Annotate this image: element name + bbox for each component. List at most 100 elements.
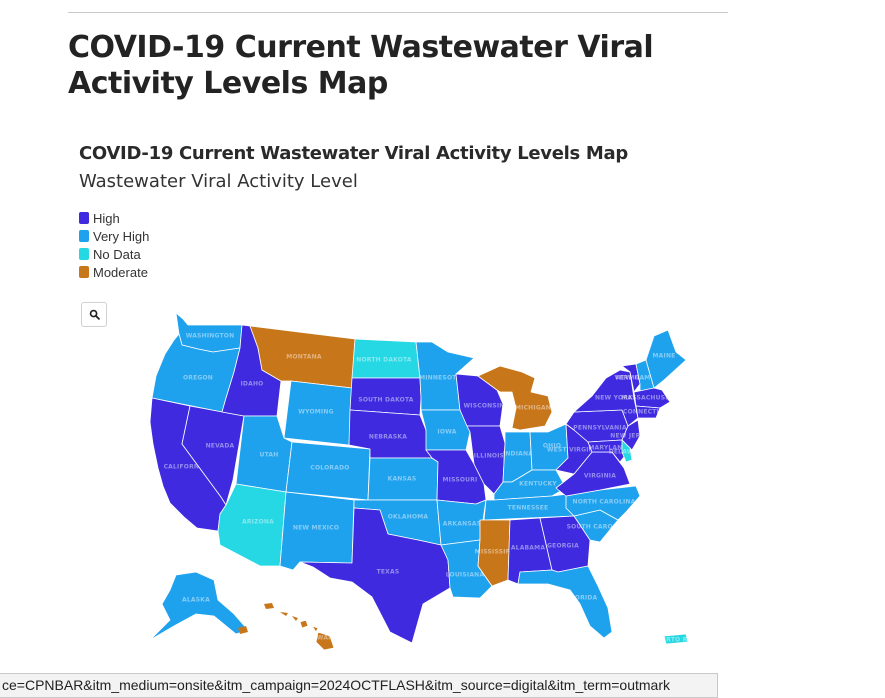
page-title: COVID-19 Current Wastewater Viral Activi…	[68, 30, 654, 101]
state-shape[interactable]	[573, 369, 639, 427]
state-label: MISSISSIPPI	[475, 549, 518, 556]
legend-swatch-moderate	[79, 266, 89, 278]
state-hawaii[interactable]: HAWAII	[238, 603, 335, 651]
state-shape[interactable]	[477, 365, 553, 431]
state-label: WYOMING	[298, 409, 333, 416]
legend-label: Moderate	[93, 264, 148, 280]
state-label: NEW MEXICO	[293, 525, 339, 532]
state-texas[interactable]: TEXAS	[299, 507, 451, 644]
state-label: VIRGINIA	[584, 473, 616, 480]
state-label: ALABAMA	[511, 545, 545, 552]
state-alaska[interactable]: ALASKA	[149, 571, 249, 641]
legend-item-moderate[interactable]: Moderate	[79, 263, 149, 281]
state-label: CALIFORNIA	[164, 464, 207, 471]
state-label: NEW YORK	[595, 395, 633, 402]
legend-item-no-data[interactable]: No Data	[79, 245, 149, 263]
legend-item-high[interactable]: High	[79, 209, 149, 227]
state-michigan[interactable]: MICHIGAN	[477, 365, 553, 431]
state-shape[interactable]	[635, 405, 661, 419]
state-north-carolina[interactable]: NORTH CAROLINA	[565, 485, 641, 521]
state-shape[interactable]	[238, 626, 248, 634]
state-new-york[interactable]: NEW YORK	[573, 369, 639, 427]
state-vermont[interactable]: VERMONT	[615, 363, 651, 393]
state-wyoming[interactable]: WYOMING	[283, 380, 353, 446]
state-label: ALASKA	[182, 597, 210, 604]
state-puerto-rico[interactable]: PUERTO RICO	[652, 633, 700, 645]
state-shape[interactable]	[645, 329, 687, 389]
state-shape[interactable]	[349, 377, 422, 416]
state-label: HAWAII	[307, 635, 333, 642]
state-shape[interactable]	[299, 507, 451, 644]
state-label: OHIO	[543, 443, 561, 450]
top-divider	[68, 12, 728, 13]
state-kansas[interactable]: KANSAS	[367, 457, 439, 501]
state-label: COLORADO	[310, 465, 349, 472]
state-utah[interactable]: UTAH	[235, 415, 293, 493]
state-label: OREGON	[183, 375, 213, 382]
state-label: PENNSYLVANIA	[573, 425, 627, 432]
state-florida[interactable]: FLORIDA	[517, 565, 613, 639]
state-north-dakota[interactable]: NORTH DAKOTA	[351, 338, 421, 379]
state-shape[interactable]	[264, 603, 274, 609]
status-bar-url: ce=CPNBAR&itm_medium=onsite&itm_campaign…	[0, 673, 718, 698]
map-title: COVID-19 Current Wastewater Viral Activi…	[79, 143, 628, 164]
state-label: MONTANA	[286, 354, 322, 361]
state-label: ILLINOIS	[474, 453, 504, 460]
state-label: NEVADA	[206, 443, 235, 450]
state-maine[interactable]: MAINE	[645, 329, 687, 389]
state-label: MICHIGAN	[515, 405, 551, 412]
legend-item-very-high[interactable]: Very High	[79, 227, 149, 245]
legend-label: No Data	[93, 246, 141, 262]
state-shape[interactable]	[565, 485, 641, 521]
state-connecticut[interactable]: CONNECTICUT	[623, 405, 674, 419]
state-delaware[interactable]: DELAWARE	[609, 439, 648, 463]
state-label: TEXAS	[377, 569, 400, 576]
state-label: IOWA	[437, 429, 456, 436]
state-label: MISSOURI	[442, 477, 477, 484]
state-new-mexico[interactable]: NEW MEXICO	[279, 491, 355, 571]
state-label: OKLAHOMA	[388, 514, 429, 521]
state-label: SOUTH DAKOTA	[358, 397, 413, 404]
state-label: IDAHO	[241, 381, 264, 388]
state-shape[interactable]	[621, 439, 633, 463]
state-shape[interactable]	[149, 571, 249, 641]
legend-swatch-very-high	[79, 230, 89, 242]
state-label: WISCONSIN	[463, 403, 504, 410]
state-label: NEW JERSEY	[610, 433, 654, 440]
state-colorado[interactable]: COLORADO	[285, 441, 371, 501]
state-label: ARIZONA	[242, 519, 274, 526]
zoom-button[interactable]	[81, 302, 107, 327]
state-shape[interactable]	[517, 565, 613, 639]
legend-swatch-high	[79, 212, 89, 224]
state-shape[interactable]	[621, 363, 641, 393]
state-label: MARYLAND	[588, 445, 627, 452]
state-label: DELAWARE	[609, 449, 648, 456]
state-label: LOUISIANA	[446, 572, 485, 579]
state-label: UTAH	[260, 452, 279, 459]
state-label: TENNESSEE	[508, 505, 549, 512]
state-shape[interactable]	[299, 619, 335, 651]
state-label: WASHINGTON	[186, 333, 235, 340]
state-label: NEW HAMPSHIRE	[616, 375, 677, 382]
state-south-dakota[interactable]: SOUTH DAKOTA	[349, 377, 422, 416]
state-label: MINNESOTA	[419, 375, 461, 382]
state-label: CONNECTICUT	[623, 409, 674, 416]
legend-label: High	[93, 210, 120, 226]
state-shape[interactable]	[292, 616, 298, 621]
state-label: WEST VIRGINIA	[547, 447, 602, 454]
state-label: GEORGIA	[547, 543, 579, 550]
state-label: NORTH CAROLINA	[573, 499, 636, 506]
state-arkansas[interactable]: ARKANSAS	[436, 499, 487, 546]
map-legend: High Very High No Data Moderate	[79, 209, 149, 281]
state-shape[interactable]	[280, 612, 288, 616]
state-label: KENTUCKY	[519, 481, 557, 488]
magnifier-icon	[89, 309, 100, 320]
state-label: VERMONT	[615, 375, 651, 382]
state-label: ARKANSAS	[443, 521, 481, 528]
state-shape[interactable]	[663, 633, 689, 645]
state-shape[interactable]	[621, 419, 641, 451]
state-label: PUERTO RICO	[652, 637, 700, 644]
state-new-jersey[interactable]: NEW JERSEY	[610, 419, 654, 451]
state-label: NORTH DAKOTA	[356, 357, 412, 364]
